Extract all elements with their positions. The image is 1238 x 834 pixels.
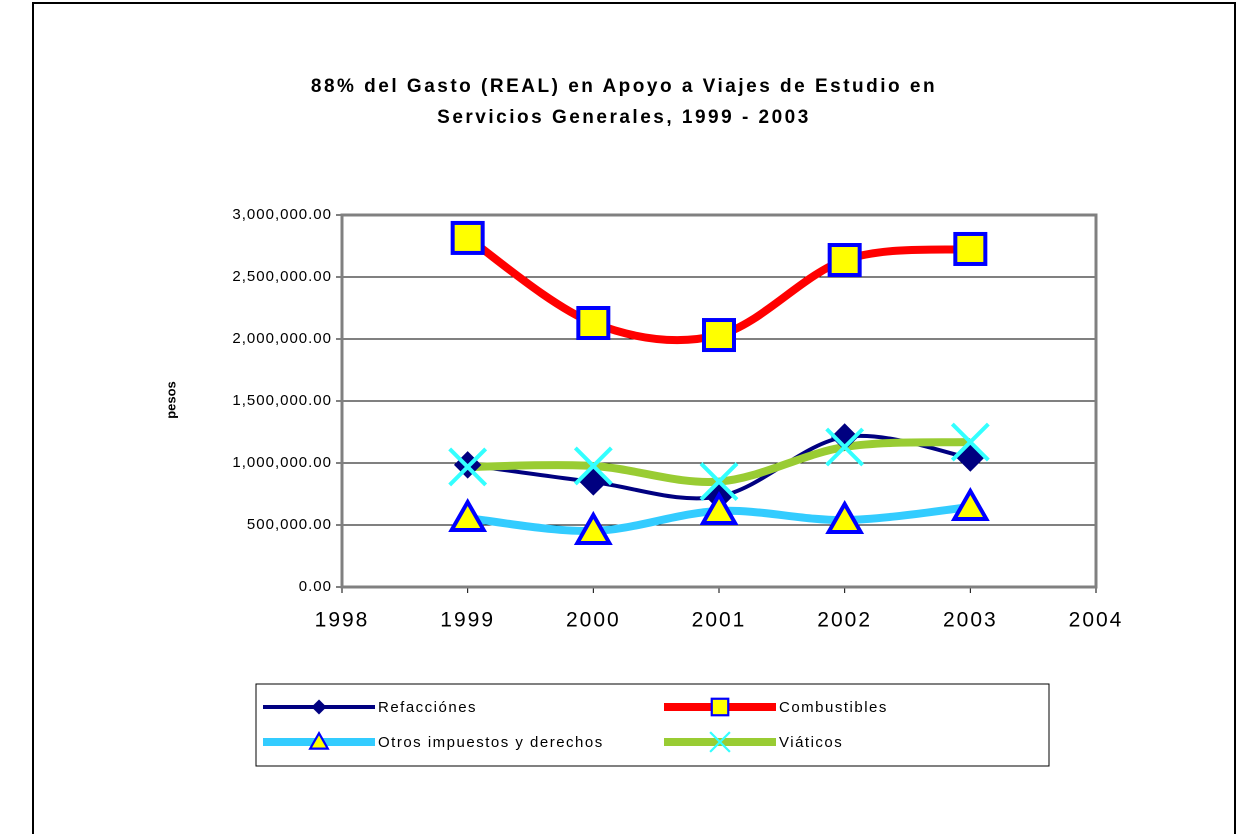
marker xyxy=(825,427,865,467)
marker xyxy=(573,446,613,486)
y-tick-label: 2,500,000.00 xyxy=(232,268,332,285)
marker xyxy=(825,500,865,535)
legend-label: Otros impuestos y derechos xyxy=(378,734,604,751)
marker xyxy=(576,306,611,341)
y-tick-label: 0.00 xyxy=(299,578,332,595)
marker xyxy=(448,498,488,533)
x-tick-label: 2002 xyxy=(817,609,872,632)
chart-title: Servicios Generales, 1999 - 2003 xyxy=(437,107,811,128)
legend-marker xyxy=(308,730,330,750)
x-tick-label: 2000 xyxy=(566,609,621,632)
y-axis-label: pesos xyxy=(163,381,178,419)
y-tick-label: 1,000,000.00 xyxy=(232,454,332,471)
plot-border xyxy=(340,213,1098,589)
x-tick-label: 2004 xyxy=(1069,609,1124,632)
legend-label: Combustibles xyxy=(779,699,888,716)
marker xyxy=(827,243,862,278)
marker xyxy=(699,462,739,502)
chart-title: 88% del Gasto (REAL) en Apoyo a Viajes d… xyxy=(311,76,937,97)
legend xyxy=(255,683,1050,767)
legend-label: Viáticos xyxy=(779,734,843,751)
marker xyxy=(956,444,985,472)
legend-marker xyxy=(709,731,731,753)
marker xyxy=(579,468,608,496)
legend-marker xyxy=(311,699,327,715)
x-tick-label: 1998 xyxy=(315,609,370,632)
marker xyxy=(953,231,988,266)
legend-label: Refacciónes xyxy=(378,699,477,716)
y-tick-label: 3,000,000.00 xyxy=(232,206,332,223)
y-tick-label: 500,000.00 xyxy=(247,516,332,533)
x-tick-label: 2003 xyxy=(943,609,998,632)
marker xyxy=(830,423,859,451)
y-tick-label: 2,000,000.00 xyxy=(232,330,332,347)
x-tick-label: 1999 xyxy=(440,609,495,632)
marker xyxy=(950,422,990,462)
marker xyxy=(699,490,739,525)
marker xyxy=(448,447,488,487)
y-tick-label: 1,500,000.00 xyxy=(232,392,332,409)
marker xyxy=(702,318,736,353)
x-tick-label: 2001 xyxy=(692,609,747,632)
marker xyxy=(450,220,485,255)
legend-marker xyxy=(710,697,730,717)
marker xyxy=(950,486,990,522)
marker xyxy=(573,510,613,545)
